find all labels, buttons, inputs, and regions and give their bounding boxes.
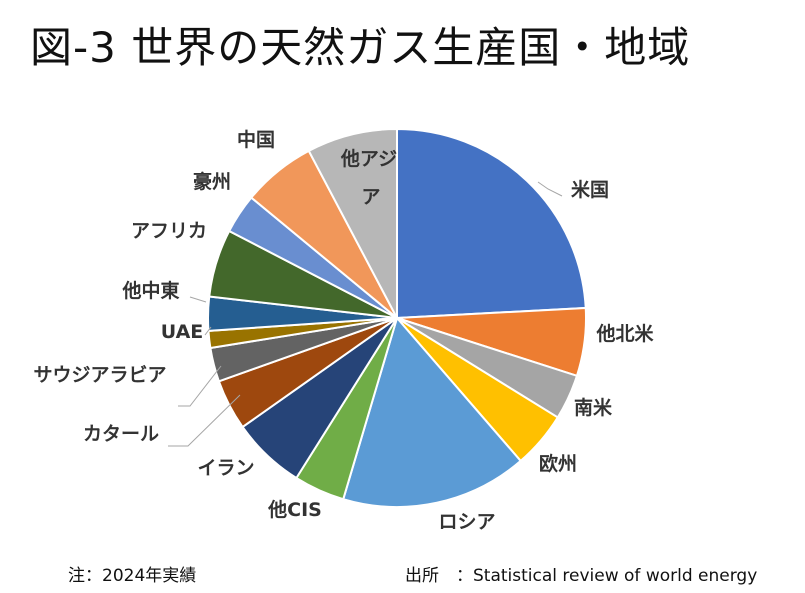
slice-label-8: カタール <box>83 423 159 445</box>
slice-label-12: アフリカ <box>131 220 207 242</box>
leader-line-11 <box>189 296 207 303</box>
slice-label-9: サウジアラビア <box>33 364 166 386</box>
slice-label-4: 欧州 <box>539 452 577 475</box>
slice-label-11: 他中東 <box>121 279 179 302</box>
slice-label-1: 米国 <box>571 178 609 201</box>
chart-title: 図-3 世界の天然ガス生産国・地域 <box>30 23 691 72</box>
slice-label-3: 南米 <box>574 396 613 419</box>
leader-line-1 <box>537 181 563 197</box>
pie-slice-15 <box>307 127 398 319</box>
slice-label-14: 中国 <box>237 128 275 151</box>
footnote-year: 注：2024年実績 <box>68 566 197 586</box>
slice-label-10: UAE <box>161 321 204 343</box>
slice-label-5: ロシア <box>438 511 495 533</box>
leader-line-10 <box>204 326 212 336</box>
slice-label-15: 他アジア <box>340 147 397 208</box>
slice-label-2: 他北米 <box>595 322 654 345</box>
leader-line-8 <box>168 394 241 447</box>
slice-label-6: 他CIS <box>267 498 322 521</box>
slice-label-13: 豪州 <box>193 170 231 193</box>
pie-slice-1 <box>396 127 587 320</box>
leader-line-9 <box>178 365 222 407</box>
footnote-source: 出所 ：Statistical review of world energy <box>405 566 758 586</box>
slice-label-7: イラン <box>197 457 254 479</box>
pie-slice-5 <box>342 315 523 508</box>
